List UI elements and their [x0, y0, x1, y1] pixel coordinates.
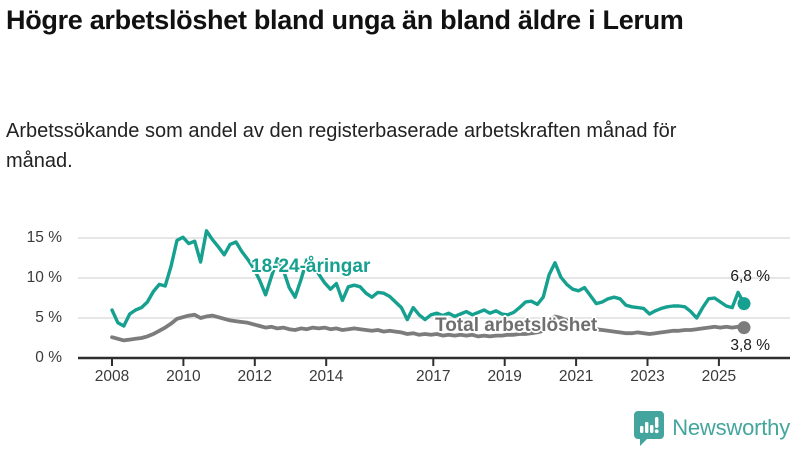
x-axis-label: 2017: [416, 368, 451, 385]
end-value-young: 6,8 %: [730, 268, 770, 285]
series-label-total: Total arbetslöshet: [435, 315, 598, 336]
series-line: [110, 229, 746, 328]
y-axis-label: 0 %: [35, 349, 62, 366]
series-label-young: 18-24-åringar: [251, 256, 371, 277]
newsworthy-logo[interactable]: Newsworthy: [633, 409, 790, 447]
page-title: Högre arbetslöshet bland unga än bland ä…: [6, 5, 684, 35]
series-end-dot: [737, 297, 751, 311]
y-axis-label: 10 %: [26, 269, 62, 286]
series-end-dot: [737, 321, 751, 335]
x-axis-label: 2019: [487, 368, 522, 385]
x-axis-label: 2008: [94, 368, 130, 385]
x-axis-label: 2021: [558, 368, 594, 385]
series-line: [110, 312, 746, 343]
y-axis-label: 5 %: [35, 309, 62, 326]
x-axis-label: 2012: [237, 368, 273, 385]
newsworthy-logo-text: Newsworthy: [672, 415, 790, 440]
chart-subtitle: Arbetssökande som andel av den registerb…: [6, 120, 677, 172]
x-axis-label: 2023: [630, 368, 665, 385]
x-axis-label: 2025: [701, 368, 737, 385]
x-axis-label: 2010: [166, 368, 201, 385]
end-value-total: 3,8 %: [730, 337, 770, 354]
x-axis-label: 2014: [308, 368, 344, 385]
y-axis-label: 15 %: [26, 229, 62, 246]
bar-chart-speech-bubble-icon: [634, 411, 665, 446]
